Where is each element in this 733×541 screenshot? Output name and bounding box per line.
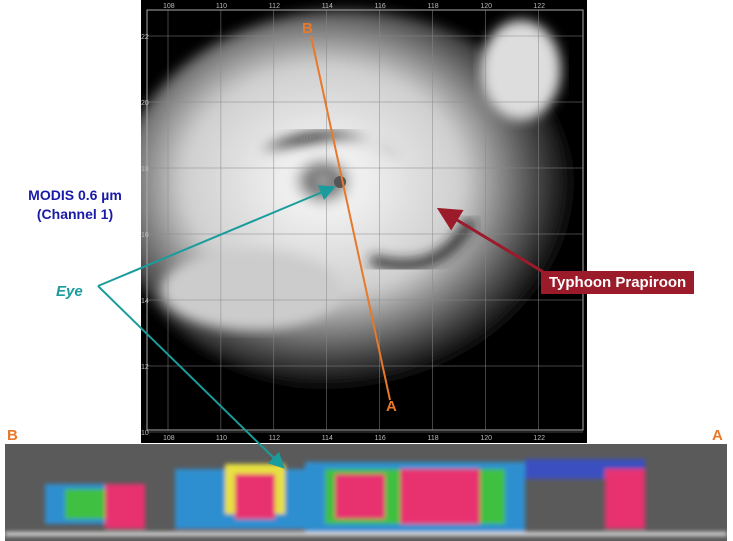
modis-label: MODIS 0.6 µm (Channel 1): [10, 186, 140, 224]
lat-tick: 14: [141, 298, 149, 305]
modis-satellite-image: 108 108 110 110 112 112 114 114 116 116 118 118 120 1…: [141, 0, 587, 443]
lat-tick: 20: [141, 100, 149, 107]
curtain-b-label: B: [7, 427, 18, 444]
track-line-b-a: [310, 35, 391, 401]
eye-label: Eye: [56, 283, 83, 300]
lon-tick-bottom: 110: [216, 435, 227, 442]
lon-tick-top: 110: [216, 3, 227, 10]
lon-tick-top: 116: [375, 3, 386, 10]
eye-arrow-curtain: [97, 285, 285, 469]
lat-tick: 22: [141, 34, 149, 41]
lon-tick-bottom: 112: [269, 435, 280, 442]
typhoon-label: Typhoon Prapiroon: [541, 271, 695, 294]
lon-tick-top: 120: [480, 3, 492, 10]
modis-title: MODIS 0.6 µm: [28, 187, 122, 203]
calipso-curtain-profile: [5, 444, 727, 541]
lon-tick-bottom: 108: [163, 435, 175, 442]
curtain-a-label: A: [712, 427, 723, 444]
point-a-label: A: [386, 398, 397, 415]
lon-tick-top: 108: [163, 3, 175, 10]
lon-tick-top: 122: [533, 3, 545, 10]
lat-tick: 16: [141, 232, 149, 239]
eye-arrow-map: [97, 185, 336, 287]
lat-tick: 18: [141, 166, 149, 173]
point-b-label: B: [302, 20, 313, 37]
lon-tick-top: 112: [269, 3, 280, 10]
modis-channel: (Channel 1): [36, 206, 114, 222]
lon-tick-bottom: 116: [375, 435, 386, 442]
lon-tick-top: 114: [322, 3, 333, 10]
lat-tick: 10: [141, 430, 149, 437]
typhoon-arrow: [436, 207, 546, 275]
lon-tick-bottom: 120: [480, 435, 492, 442]
lon-tick-bottom: 114: [322, 435, 333, 442]
satellite-graphic: 108 108 110 110 112 112 114 114 116 116 118 118 120 1…: [141, 3, 584, 442]
lat-tick: 12: [141, 364, 149, 371]
lon-tick-top: 118: [428, 3, 439, 10]
lon-tick-bottom: 118: [428, 435, 439, 442]
lon-tick-bottom: 122: [533, 435, 545, 442]
curtain-graphic: [5, 459, 727, 536]
